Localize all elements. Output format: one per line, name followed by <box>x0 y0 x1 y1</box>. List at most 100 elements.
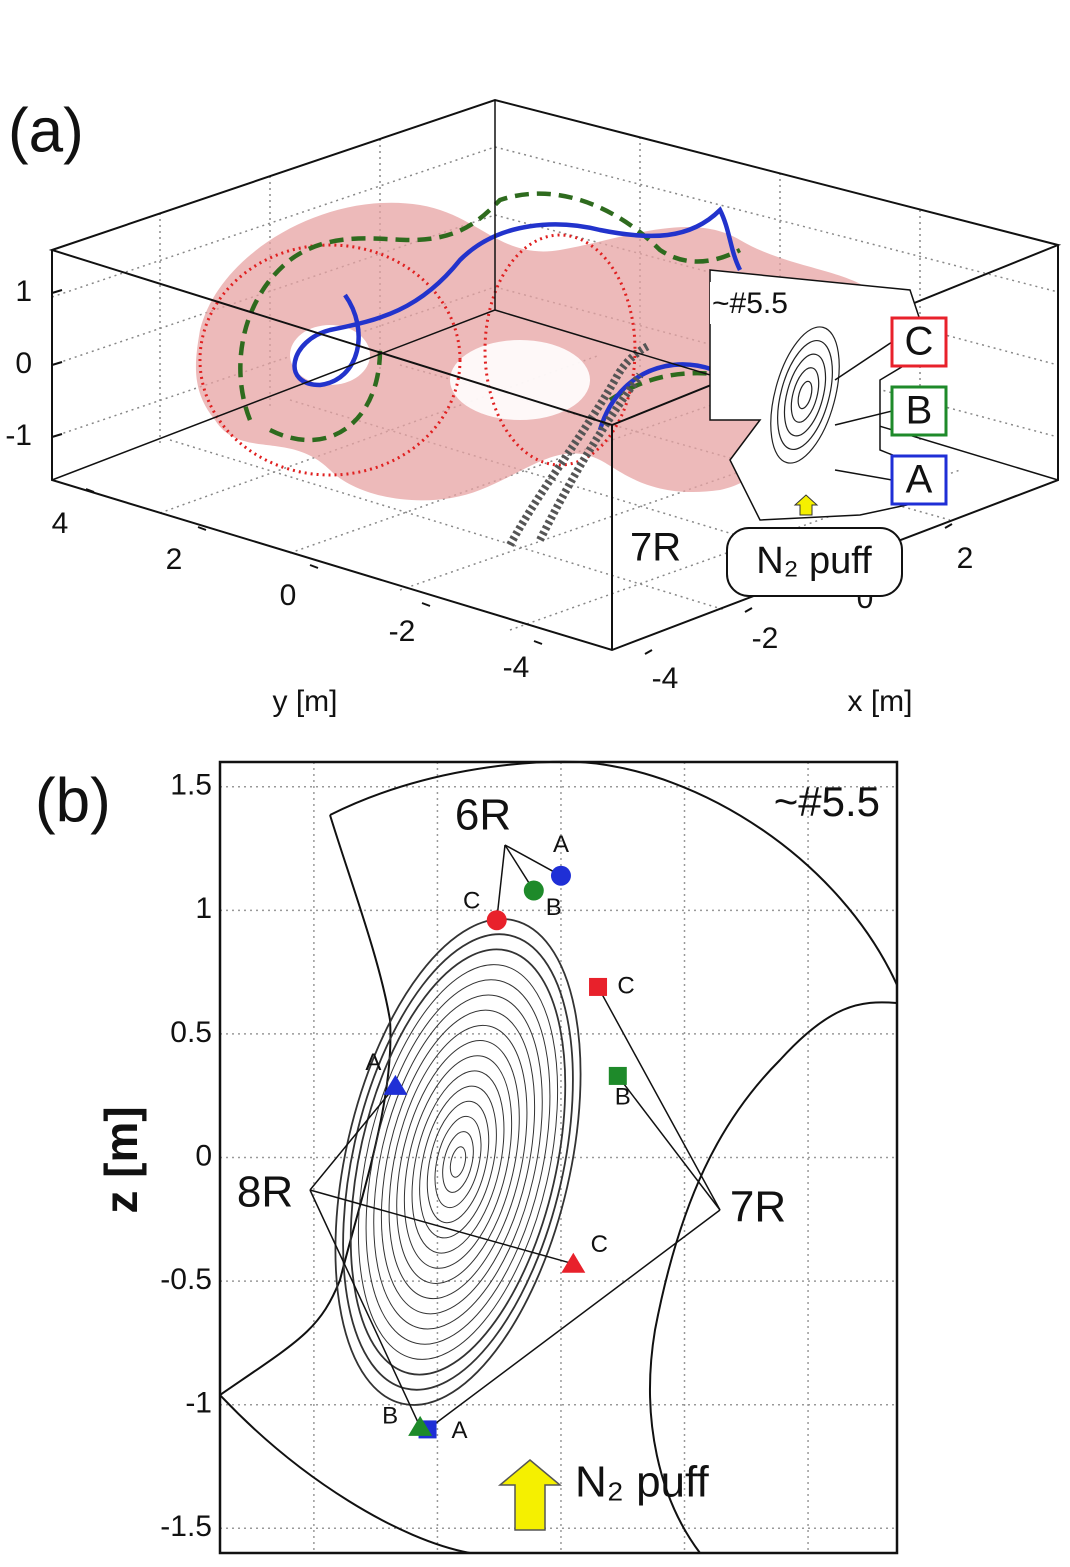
panel-a-drawing <box>48 98 1062 652</box>
box-front <box>51 245 1059 652</box>
red-trace <box>198 243 462 477</box>
annotation: ~#5.5 <box>712 287 788 320</box>
annotation-box <box>726 527 903 597</box>
flux-surface <box>373 994 543 1330</box>
x-tick-label: 2 <box>957 542 974 575</box>
z-tick-label: -1 <box>5 419 32 452</box>
y-tick-label: -4 <box>503 651 530 684</box>
sightline <box>617 1075 721 1211</box>
tick-mark <box>197 526 207 531</box>
flux-surface <box>411 1070 505 1254</box>
flux-surface <box>403 1055 513 1269</box>
tick-mark <box>309 564 319 569</box>
tick-mark <box>85 488 95 493</box>
legend-label: B <box>906 389 933 433</box>
legend-leader <box>834 341 893 381</box>
sightline <box>504 844 562 877</box>
torus-center <box>450 340 590 420</box>
y-tick-label: 0 <box>280 579 297 612</box>
axis-title: z [m] <box>95 1106 147 1213</box>
x-tick-label: -4 <box>652 662 679 695</box>
marker <box>486 910 507 931</box>
marker <box>550 865 571 886</box>
z-tick-label: 1 <box>15 275 32 308</box>
flux-surface <box>334 918 582 1406</box>
annotation-box <box>710 282 805 324</box>
marker <box>523 880 544 901</box>
puff-arrow <box>497 1459 563 1531</box>
panel-label: (a) <box>8 96 84 165</box>
legend-leader <box>834 410 893 426</box>
flux-surface <box>396 1040 520 1284</box>
sightline <box>597 986 721 1211</box>
legend-box <box>890 385 948 437</box>
flux-surface <box>357 964 559 1360</box>
y-tick-label: -1 <box>185 1387 212 1420</box>
marker <box>408 1415 433 1436</box>
tick-mark <box>51 433 63 438</box>
marker-label: A <box>452 1417 468 1444</box>
y-tick-label: 0.5 <box>170 1016 212 1049</box>
axis-title: y [m] <box>273 685 338 718</box>
flux-surface <box>419 1085 497 1239</box>
box-edges <box>48 98 1062 652</box>
flux-surface <box>426 1100 490 1224</box>
marker-label: A <box>553 831 569 858</box>
tick-mark <box>51 361 63 366</box>
y-tick-label: -2 <box>389 615 416 648</box>
y-tick-label: 2 <box>166 543 183 576</box>
annotation: ~#5.5 <box>774 778 880 825</box>
marker-label: C <box>591 1231 608 1258</box>
tick-mark <box>744 607 753 613</box>
y-tick-label: 4 <box>52 507 69 540</box>
marker-label: B <box>382 1402 398 1429</box>
x-tick-label: -2 <box>752 622 779 655</box>
flux-surface <box>434 1115 482 1209</box>
tick-mark <box>51 289 63 294</box>
cross-section-surfaces <box>770 326 840 464</box>
legend-label: A <box>906 458 933 502</box>
marker-label: C <box>617 972 634 999</box>
port-label: 7R <box>730 1183 786 1232</box>
marker-label: C <box>463 888 480 915</box>
marker <box>383 1074 408 1095</box>
y-tick-label: 1.5 <box>170 769 212 802</box>
marker <box>589 977 608 996</box>
marker <box>561 1252 586 1273</box>
marker <box>608 1066 627 1085</box>
flux-surface <box>449 1146 467 1178</box>
annotation: 7R <box>630 526 681 570</box>
legend-label: C <box>905 320 934 364</box>
marker-label: A <box>365 1049 381 1076</box>
tick-mark <box>533 640 543 645</box>
axis-title: x [m] <box>848 685 913 718</box>
flux-surface <box>365 979 551 1345</box>
annotation: N₂ puff <box>756 540 872 582</box>
legend-box <box>890 316 948 368</box>
sightline <box>309 1085 397 1191</box>
y-tick-label: -1.5 <box>160 1510 212 1543</box>
flux-surface <box>380 1009 536 1315</box>
flux-surface <box>342 933 574 1391</box>
marker-label: B <box>546 894 562 921</box>
tick-mark <box>944 523 953 529</box>
port-label: 8R <box>237 1168 293 1217</box>
legend-box <box>890 454 948 506</box>
plot-frame <box>218 760 899 1555</box>
marker-label: B <box>615 1083 631 1110</box>
port-label: 6R <box>455 791 511 840</box>
annotation: N₂ puff <box>575 1458 709 1507</box>
flux-surface <box>442 1131 474 1193</box>
panel-label: (b) <box>35 766 111 835</box>
y-tick-label: 0 <box>195 1139 212 1172</box>
back-wall-grid <box>51 139 496 443</box>
tick-mark <box>644 649 653 655</box>
sightline <box>495 844 506 921</box>
y-tick-label: -0.5 <box>160 1263 212 1296</box>
z-tick-label: 0 <box>15 347 32 380</box>
sightline <box>309 1189 574 1265</box>
flux-surface <box>388 1024 528 1300</box>
puff-arrow <box>793 494 819 516</box>
port-7r-fan <box>506 341 652 547</box>
